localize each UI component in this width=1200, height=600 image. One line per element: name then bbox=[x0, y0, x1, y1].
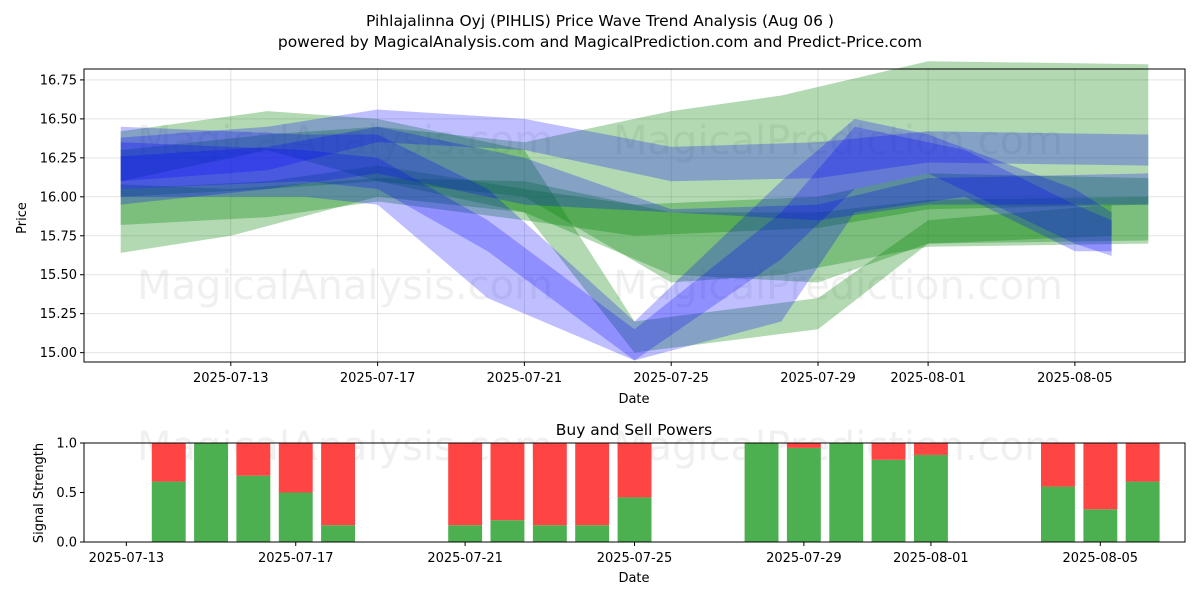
price-x-tick-label: 2025-07-17 bbox=[340, 371, 416, 386]
price-band-green-0 bbox=[120, 165, 1149, 236]
signal-chart-title: Buy and Sell Powers bbox=[556, 421, 713, 439]
watermark-text: MagicalAnalysis.com bbox=[137, 118, 553, 164]
buy-bar bbox=[575, 525, 610, 542]
signal-x-ticks: 2025-07-13 2025-07-17 2025-07-21 2025-07-25… bbox=[89, 542, 1139, 566]
buy-bar bbox=[194, 443, 228, 542]
buy-bar bbox=[151, 481, 186, 542]
signal-x-axis-label: Date bbox=[618, 571, 649, 586]
buy-bar bbox=[278, 492, 313, 542]
signal-x-tick-label: 2025-07-29 bbox=[766, 551, 842, 566]
signal-y-ticks: 0.0 0.5 1.0 bbox=[56, 437, 84, 551]
price-x-tick-label: 2025-07-13 bbox=[193, 371, 269, 386]
sell-bar bbox=[490, 443, 525, 521]
buy-bar bbox=[321, 525, 355, 542]
price-chart: MagicalAnalysis.com MagicalPrediction.com… bbox=[15, 61, 1186, 407]
buy-bar bbox=[448, 525, 483, 542]
signal-x-tick-label: 2025-08-01 bbox=[893, 551, 969, 566]
signal-y-tick-label: 1.0 bbox=[56, 437, 77, 452]
price-y-axis-label: Price bbox=[15, 202, 30, 234]
price-x-tick-label: 2025-07-25 bbox=[633, 371, 709, 386]
price-band-green-3 bbox=[120, 111, 1112, 353]
signal-chart: Buy and Sell Powers MagicalAnalysis.comM… bbox=[32, 421, 1186, 586]
buy-bar bbox=[1125, 481, 1160, 542]
buy-bar bbox=[786, 447, 821, 542]
signal-bars bbox=[151, 443, 1160, 542]
buy-bar bbox=[914, 454, 948, 542]
sell-bar bbox=[448, 443, 483, 526]
sell-bar bbox=[617, 443, 652, 498]
price-bands bbox=[120, 61, 1149, 361]
sell-bar bbox=[871, 443, 906, 460]
price-y-tick-label: 15.50 bbox=[40, 268, 77, 283]
price-y-tick-label: 16.50 bbox=[40, 112, 77, 127]
price-x-ticks: 2025-07-13 2025-07-17 2025-07-21 2025-07-25… bbox=[193, 362, 1113, 386]
sell-bar bbox=[1083, 443, 1118, 510]
signal-x-tick-label: 2025-08-05 bbox=[1063, 551, 1139, 566]
signal-x-tick-label: 2025-07-25 bbox=[597, 551, 673, 566]
price-x-tick-label: 2025-08-01 bbox=[890, 371, 966, 386]
price-x-tick-label: 2025-07-21 bbox=[487, 371, 563, 386]
buy-bar bbox=[871, 459, 906, 542]
signal-y-axis-label: Signal Strength bbox=[32, 443, 47, 543]
price-band-blue-5 bbox=[120, 126, 1149, 221]
price-y-tick-label: 15.25 bbox=[40, 307, 77, 322]
price-y-tick-label: 15.75 bbox=[40, 229, 77, 244]
price-y-ticks: 15.00 15.25 15.50 15.75 16.00 16.25 16.50 16.75 bbox=[40, 73, 84, 361]
price-plot-frame bbox=[83, 68, 1186, 363]
sell-bar bbox=[321, 443, 355, 526]
sell-bar bbox=[278, 443, 313, 493]
signal-x-tick-label: 2025-07-13 bbox=[89, 551, 165, 566]
watermark-text: MagicalPrediction.com bbox=[613, 263, 1063, 309]
sell-bar bbox=[1125, 443, 1160, 482]
buy-bar bbox=[1083, 509, 1118, 542]
sell-bar bbox=[575, 443, 610, 526]
sell-bar bbox=[786, 443, 821, 448]
price-band-blue-7 bbox=[120, 126, 1112, 361]
price-watermarks: MagicalAnalysis.com MagicalPrediction.com… bbox=[137, 118, 1063, 309]
watermark-text: MagicalAnalysis.com bbox=[137, 263, 553, 309]
sell-bar bbox=[914, 443, 948, 455]
buy-bar bbox=[236, 475, 271, 542]
price-x-axis-label: Date bbox=[618, 392, 649, 407]
buy-bar bbox=[490, 520, 525, 542]
price-band-green-1 bbox=[120, 178, 1149, 283]
buy-bar bbox=[1041, 486, 1075, 542]
sell-bar bbox=[236, 443, 271, 476]
watermark-text: MagicalPrediction.com bbox=[613, 118, 1063, 164]
price-y-tick-label: 16.25 bbox=[40, 151, 77, 166]
price-y-tick-label: 16.75 bbox=[40, 73, 77, 88]
sell-bar bbox=[1041, 443, 1075, 487]
buy-bar bbox=[829, 443, 864, 542]
sell-bar bbox=[532, 443, 567, 526]
signal-x-tick-label: 2025-07-21 bbox=[427, 551, 503, 566]
signal-y-tick-label: 0.5 bbox=[56, 486, 77, 501]
chart-subtitle: powered by MagicalAnalysis.com and Magic… bbox=[278, 33, 922, 51]
price-band-green-2 bbox=[120, 61, 1149, 283]
signal-x-tick-label: 2025-07-17 bbox=[258, 551, 334, 566]
chart-title: Pihlajalinna Oyj (PIHLIS) Price Wave Tre… bbox=[366, 12, 834, 30]
price-x-tick-label: 2025-08-05 bbox=[1037, 371, 1113, 386]
price-band-blue-4 bbox=[120, 109, 1149, 182]
buy-bar bbox=[617, 497, 652, 542]
buy-bar bbox=[532, 525, 567, 542]
price-gridlines bbox=[84, 69, 1185, 362]
buy-bar bbox=[744, 443, 779, 542]
price-y-tick-label: 15.00 bbox=[40, 346, 77, 361]
price-x-tick-label: 2025-07-29 bbox=[780, 371, 856, 386]
signal-y-tick-label: 0.0 bbox=[56, 536, 77, 551]
price-band-blue-6 bbox=[120, 118, 1112, 361]
price-y-tick-label: 16.00 bbox=[40, 190, 77, 205]
sell-bar bbox=[151, 443, 186, 482]
